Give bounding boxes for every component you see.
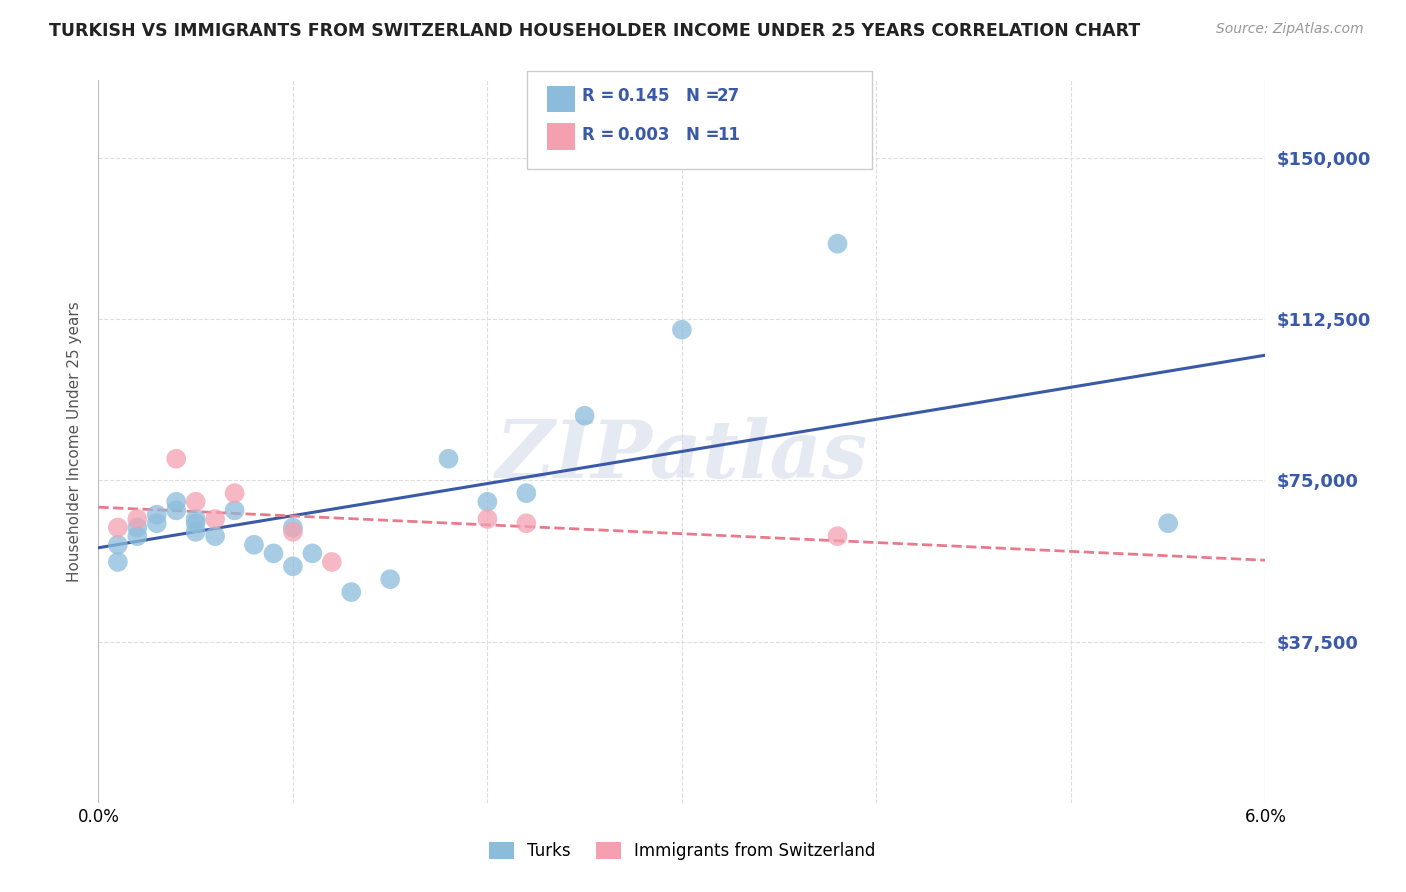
Point xyxy=(146,508,169,522)
Point xyxy=(107,555,129,569)
Point xyxy=(477,494,499,508)
Point xyxy=(127,520,149,534)
Point xyxy=(281,524,304,539)
Point xyxy=(321,555,343,569)
Legend: Turks, Immigrants from Switzerland: Turks, Immigrants from Switzerland xyxy=(482,835,882,867)
Text: Source: ZipAtlas.com: Source: ZipAtlas.com xyxy=(1216,22,1364,37)
Text: N =: N = xyxy=(686,126,720,144)
Point xyxy=(340,585,363,599)
Point xyxy=(243,538,266,552)
Point xyxy=(184,494,207,508)
Text: 11: 11 xyxy=(717,126,740,144)
Point xyxy=(477,512,499,526)
Point xyxy=(827,236,849,251)
Y-axis label: Householder Income Under 25 years: Householder Income Under 25 years xyxy=(67,301,83,582)
Text: R =: R = xyxy=(582,126,614,144)
Text: N =: N = xyxy=(686,87,720,105)
Point xyxy=(671,323,693,337)
Point xyxy=(515,516,537,531)
Point xyxy=(380,572,402,586)
Point xyxy=(107,520,129,534)
Point xyxy=(515,486,537,500)
Point xyxy=(107,538,129,552)
Text: 0.003: 0.003 xyxy=(617,126,669,144)
Point xyxy=(437,451,460,466)
Point xyxy=(127,529,149,543)
Point xyxy=(281,520,304,534)
Point xyxy=(184,524,207,539)
Point xyxy=(827,529,849,543)
Point xyxy=(301,546,323,560)
Point xyxy=(262,546,284,560)
Point xyxy=(224,503,246,517)
Point xyxy=(127,512,149,526)
Point xyxy=(165,451,187,466)
Text: R =: R = xyxy=(582,87,614,105)
Point xyxy=(184,516,207,531)
Text: ZIPatlas: ZIPatlas xyxy=(496,417,868,495)
Point xyxy=(184,512,207,526)
Point xyxy=(165,503,187,517)
Point xyxy=(574,409,596,423)
Point xyxy=(204,512,226,526)
Text: 27: 27 xyxy=(717,87,741,105)
Point xyxy=(1157,516,1180,531)
Point xyxy=(146,516,169,531)
Text: TURKISH VS IMMIGRANTS FROM SWITZERLAND HOUSEHOLDER INCOME UNDER 25 YEARS CORRELA: TURKISH VS IMMIGRANTS FROM SWITZERLAND H… xyxy=(49,22,1140,40)
Point xyxy=(204,529,226,543)
Point xyxy=(165,494,187,508)
Point xyxy=(224,486,246,500)
Point xyxy=(281,559,304,574)
Text: 0.145: 0.145 xyxy=(617,87,669,105)
